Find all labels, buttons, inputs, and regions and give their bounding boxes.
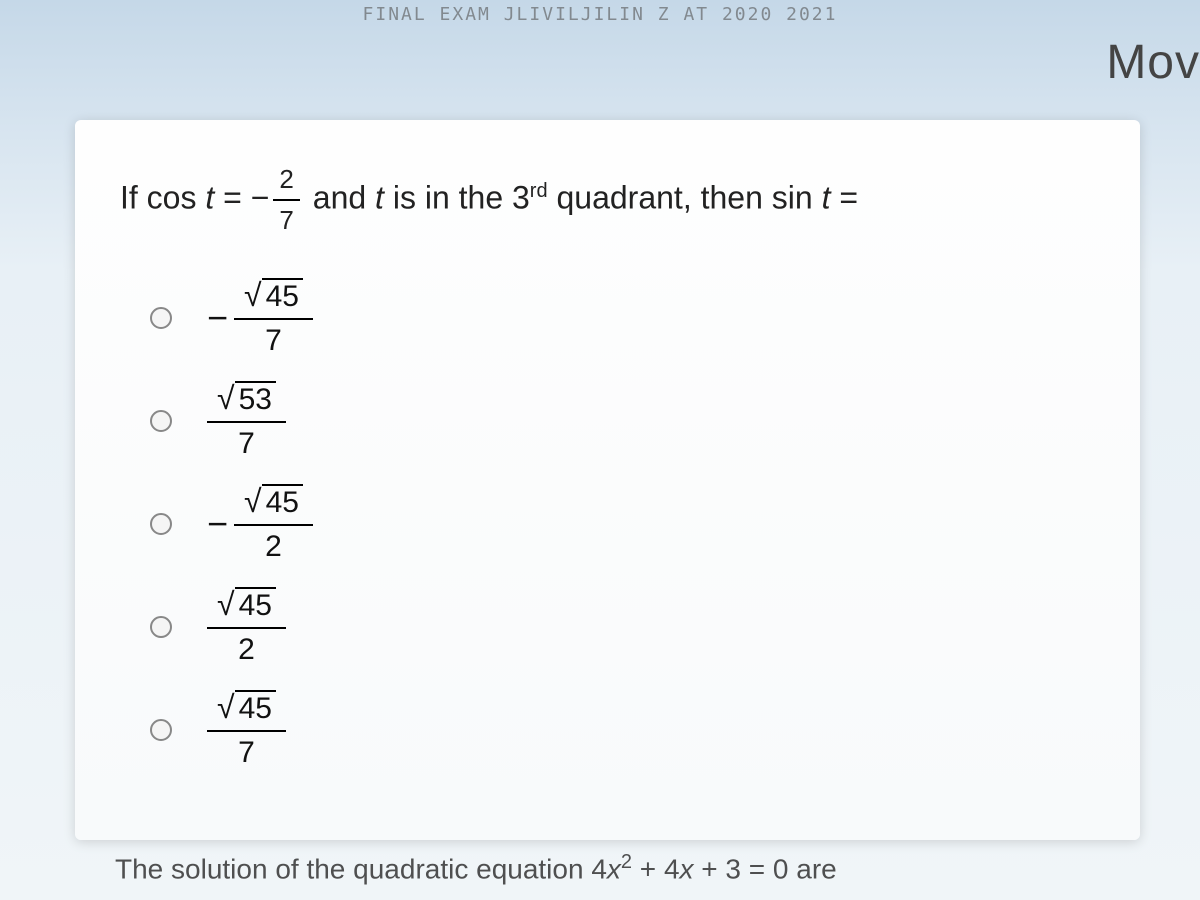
sqrt-value: 45 [262,278,303,313]
sqrt-icon: √ [244,277,262,313]
nq-tail: + 3 = 0 are [694,853,837,884]
sqrt-icon: √ [217,586,235,622]
sqrt-value: 53 [235,381,276,416]
opt-den: 7 [207,423,286,463]
q-neg: − [251,179,270,215]
option-row: √45 7 [150,687,1095,772]
nq-sq: 2 [621,851,632,873]
opt-den: 7 [207,732,286,772]
q-frac-num: 2 [273,160,299,201]
radio-option-4[interactable] [150,616,172,638]
opt-num: √45 [234,275,313,320]
option-row: − √45 2 [150,481,1095,566]
q-and: and [313,179,366,215]
sqrt-icon: √ [244,483,262,519]
opt-den: 2 [234,526,313,566]
sqrt-value: 45 [235,587,276,622]
question-card: If cos t = − 2 7 and t is in the 3rd qua… [75,120,1140,840]
radio-option-1[interactable] [150,307,172,329]
option-fraction: √45 2 [207,584,286,669]
radio-option-2[interactable] [150,410,172,432]
option-fraction: √53 7 [207,378,286,463]
q-tail: quadrant, then sin [556,179,812,215]
next-question-preview: The solution of the quadratic equation 4… [115,851,837,885]
q-frac-den: 7 [273,201,299,240]
radio-option-3[interactable] [150,513,172,535]
option-row: √53 7 [150,378,1095,463]
q-sup: rd [530,180,548,202]
q-var-t3: t [822,179,831,215]
q-var-t: t [205,179,214,215]
nq-prefix: The solution of the quadratic equation 4 [115,853,607,884]
q-var-t2: t [375,179,384,215]
header-garble-text: FINAL EXAM JLIVILJILIN Z AT 2020 2021 [0,0,1200,30]
opt-den: 7 [234,320,313,360]
sqrt-icon: √ [217,689,235,725]
nq-mid: + 4 [632,853,679,884]
nq-var: x [607,853,621,884]
option-fraction: √45 7 [234,275,313,360]
neg-sign: − [207,503,228,545]
q-tail-eq: = [839,179,858,215]
opt-num: √45 [207,687,286,732]
q-mid2: is in the 3 [393,179,530,215]
opt-num: √45 [234,481,313,526]
opt-num: √53 [207,378,286,423]
neg-sign: − [207,297,228,339]
q-eq: = [223,179,242,215]
opt-num: √45 [207,584,286,629]
option-row: √45 2 [150,584,1095,669]
radio-option-5[interactable] [150,719,172,741]
option-fraction: √45 7 [207,687,286,772]
q-prefix: If cos [120,179,196,215]
question-prompt: If cos t = − 2 7 and t is in the 3rd qua… [120,160,1095,240]
corner-cutoff-text: Mov [1106,35,1200,90]
opt-den: 2 [207,629,286,669]
sqrt-value: 45 [262,484,303,519]
options-list: − √45 7 √53 7 − √45 2 √45 2 [150,275,1095,772]
sqrt-value: 45 [235,690,276,725]
q-fraction: 2 7 [273,160,299,240]
nq-var2: x [680,853,694,884]
option-fraction: √45 2 [234,481,313,566]
sqrt-icon: √ [217,380,235,416]
option-row: − √45 7 [150,275,1095,360]
